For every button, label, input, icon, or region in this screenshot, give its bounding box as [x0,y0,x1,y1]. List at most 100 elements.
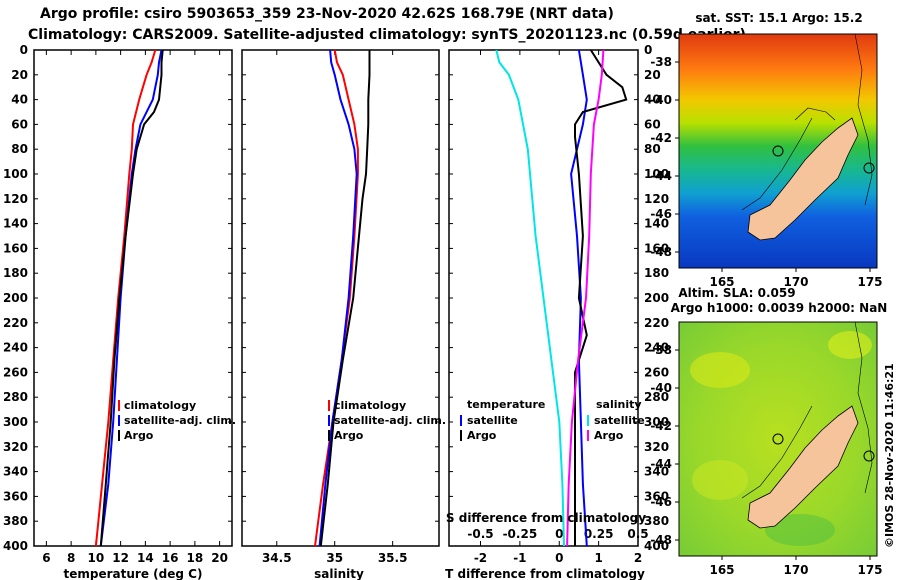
lon-tick-label: 175 [857,275,882,289]
depth-tick-label: 340 [644,465,669,479]
lat-tick-label: -38 [650,343,672,357]
depth-tick-label: 200 [644,291,669,305]
difference-legend: temperature satellite Argo salinity sate… [460,398,645,442]
depth-tick-label: 300 [3,415,28,429]
depth-tick-label: 80 [644,142,661,156]
depth-tick-label: 0 [644,43,652,57]
header-line-2: Climatology: CARS2009. Satellite-adjuste… [28,27,746,43]
salinity-plot: 34.5 35 35.5 [262,49,407,565]
sst-contour-east [854,33,873,206]
sst-contour-shelf [794,107,836,121]
depth-tick-label: 380 [3,514,28,528]
legend-temperature-title: temperature [467,398,545,411]
x-tick-label: 34.5 [262,551,292,565]
series-line-climatology [94,49,157,547]
sla-patch [692,460,748,500]
s-difference-label: S difference from climatology [446,511,646,525]
salinity-panel [241,49,440,547]
legend-t-satellite: satellite [467,414,518,427]
depth-tick-label: 140 [644,217,669,231]
lat-tick-label: -44 [650,169,672,183]
salinity-legend: climatology satellite-adj. clim. Argo [328,399,446,442]
sla-contour-east [854,321,873,494]
depth-tick-label: 100 [3,167,28,181]
depth-tick-label: 360 [644,489,669,503]
legend-argo: Argo [124,429,154,442]
depth-tick-label: 60 [644,117,661,131]
series-line-t-argo [574,49,628,546]
depth-tick-label: 380 [644,514,669,528]
depth-tick-label: 40 [644,93,661,107]
difference-plot: -2 -1 0 1 2 -0.5 -0.25 0 0.25 0.5 [467,49,649,565]
depth-tick-label: 320 [3,440,28,454]
sla-patch [765,514,835,546]
depth-tick-label: 400 [644,539,669,553]
legend-argo: Argo [334,429,364,442]
header-line-1: Argo profile: csiro 5903653_359 23-Nov-2… [40,6,614,22]
x-tick-label: 18 [187,551,204,565]
x-tick-label: -1 [513,551,526,565]
legend-t-argo: Argo [467,429,497,442]
lat-tick-label: -46 [650,207,672,221]
depth-tick-label: 280 [3,390,28,404]
sla-map: Altim. SLA: 0.059 Argo h1000: 0.0039 h20… [650,286,887,577]
series-line-argo [319,50,371,547]
depth-tick-label: 120 [644,192,669,206]
lat-tick-label: -40 [650,381,672,395]
series-line-s-argo [566,49,605,547]
lat-tick-label: -38 [650,55,672,69]
lat-tick-label: -44 [650,457,672,471]
depth-tick-label: 20 [644,68,661,82]
x2-tick-label: 0.25 [584,527,614,541]
x-tick-label: 12 [112,551,129,565]
difference-xlabel: T difference from climatology [445,567,645,580]
sst-map-frame [678,33,878,269]
depth-tick-label: 400 [3,539,28,553]
depth-tick-label: 260 [3,365,28,379]
series-line-satellite-adj-clim- [318,49,358,547]
x2-tick-label: -0.5 [467,527,493,541]
salinity-xlabel: salinity [314,567,364,580]
sla-patch [690,352,750,388]
sla-contour-west [741,405,813,499]
legend-s-satellite: satellite [594,414,645,427]
argo-float-marker [772,433,784,445]
south-island-land [747,117,859,241]
south-island-land [747,405,859,529]
lat-tick-label: -46 [650,495,672,509]
sla-patch [828,331,872,359]
x-tick-label: 35 [326,551,343,565]
depth-tick-label: 300 [644,415,669,429]
sla-map-title-2: Argo h1000: 0.0039 h2000: NaN [671,301,888,315]
sst-contour-west [741,117,813,211]
legend-salinity-title: salinity [596,398,642,411]
lat-tick-label: -48 [650,533,672,547]
lon-tick-label: 170 [783,563,808,577]
imos-credit: ©IMOS 28-Nov-2020 11:46:21 [883,363,896,548]
series-line-s-satellite [495,49,565,547]
x-tick-label: 8 [67,551,75,565]
sla-map-title-1: Altim. SLA: 0.059 [678,286,795,300]
series-line-climatology [314,49,359,547]
argo-float-marker [772,145,784,157]
depth-tick-label: 320 [644,440,669,454]
depth-tick-label: 220 [3,316,28,330]
lat-tick-label: -42 [650,131,672,145]
depth-tick-label: 60 [11,117,28,131]
series-line-satellite-adj-clim- [99,49,163,547]
depth-tick-label: 160 [644,241,669,255]
legend-climatology: climatology [124,399,196,412]
depth-tick-label: 200 [3,291,28,305]
lon-tick-label: 170 [783,275,808,289]
temperature-xlabel: temperature (deg C) [64,567,203,580]
sla-map-ticks: -38 -40 -42 -44 -46 -48 165 170 175 [650,343,882,577]
depth-axis-right: 0 20 40 60 80 100 120 140 160 180 200 220 240 260 280 3… [644,43,669,553]
x2-tick-label: 0.5 [627,527,648,541]
x-tick-label: 16 [162,551,179,565]
lon-tick-label: 165 [709,563,734,577]
legend-satellite-adj: satellite-adj. clim. [334,414,446,427]
depth-tick-label: 340 [3,465,28,479]
argo-float-marker-2 [863,162,875,174]
depth-axis-left: 0 20 40 60 80 100 120 140 160 180 200 220 240 260 280 3… [3,43,638,553]
legend-satellite-adj: satellite-adj. clim. [124,414,236,427]
